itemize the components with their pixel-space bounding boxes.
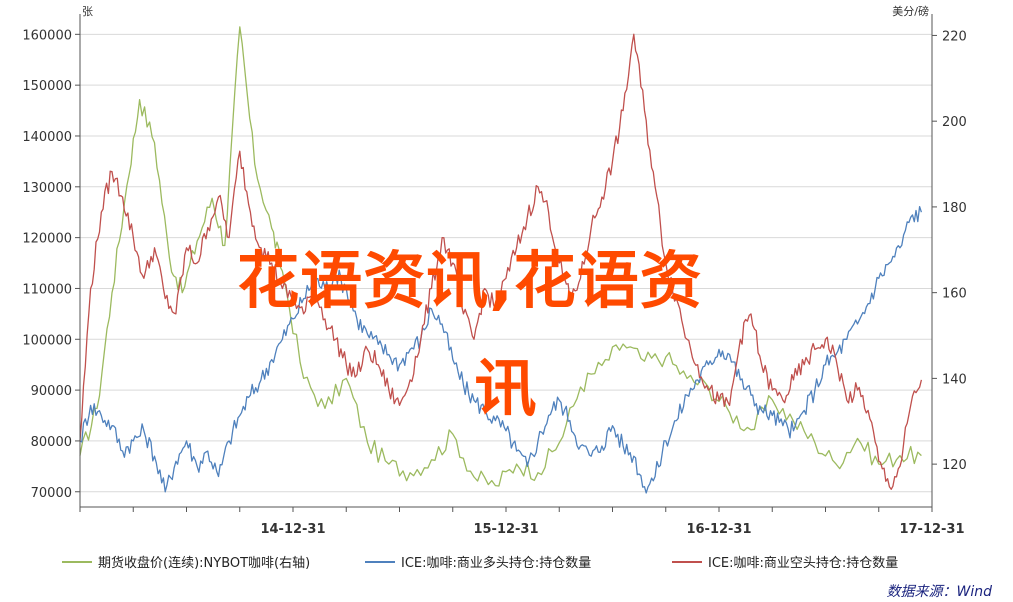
legend: 期货收盘价(连续):NYBOT咖啡(右轴) ICE:咖啡:商业多头持仓:持仓数量 I… [62,555,898,571]
left-tick-label: 110000 [22,282,72,297]
data-source: 数据来源：Wind [887,584,993,600]
left-tick-label: 90000 [31,384,72,399]
x-tick-label: 14-12-31 [260,522,325,537]
x-tick-label: 16-12-31 [686,522,751,537]
right-axis-unit: 美分/磅 [892,4,929,18]
legend-label: ICE:咖啡:商业多头持仓:持仓数量 [401,555,591,571]
legend-label: 期货收盘价(连续):NYBOT咖啡(右轴) [98,555,310,571]
left-axis-unit: 张 [82,5,93,18]
right-axis-ticks: 120 140 160 180 200 220 [932,29,967,473]
right-tick-label: 160 [942,287,967,302]
watermark-line-2: 讯 [474,352,537,425]
series-line-1 [79,205,923,494]
watermark-line-1: 花语资讯,花语资 [237,244,703,317]
series-layer [79,26,923,494]
right-tick-label: 220 [942,29,967,44]
left-tick-label: 100000 [22,333,72,348]
left-tick-label: 130000 [22,181,72,196]
right-tick-label: 140 [942,372,967,387]
right-tick-label: 200 [942,115,967,130]
series-line-2 [79,33,923,490]
left-axis-ticks: 70000 80000 90000 100000 110000 120000 130000 1… [22,28,80,501]
x-tick-label: 15-12-31 [473,522,538,537]
left-tick-label: 150000 [22,79,72,94]
legend-label: ICE:咖啡:商业空头持仓:持仓数量 [708,556,898,571]
left-tick-label: 140000 [22,130,72,145]
x-axis-ticks: 14-12-31 15-12-31 16-12-31 17-12-31 [79,507,965,537]
right-tick-label: 120 [942,458,967,473]
left-tick-label: 70000 [31,486,72,501]
x-tick-label: 17-12-31 [899,522,964,537]
right-tick-label: 180 [942,201,967,216]
series-line-0 [79,26,922,487]
left-tick-label: 80000 [31,435,72,450]
left-tick-label: 120000 [22,232,72,247]
left-tick-label: 160000 [22,28,72,43]
